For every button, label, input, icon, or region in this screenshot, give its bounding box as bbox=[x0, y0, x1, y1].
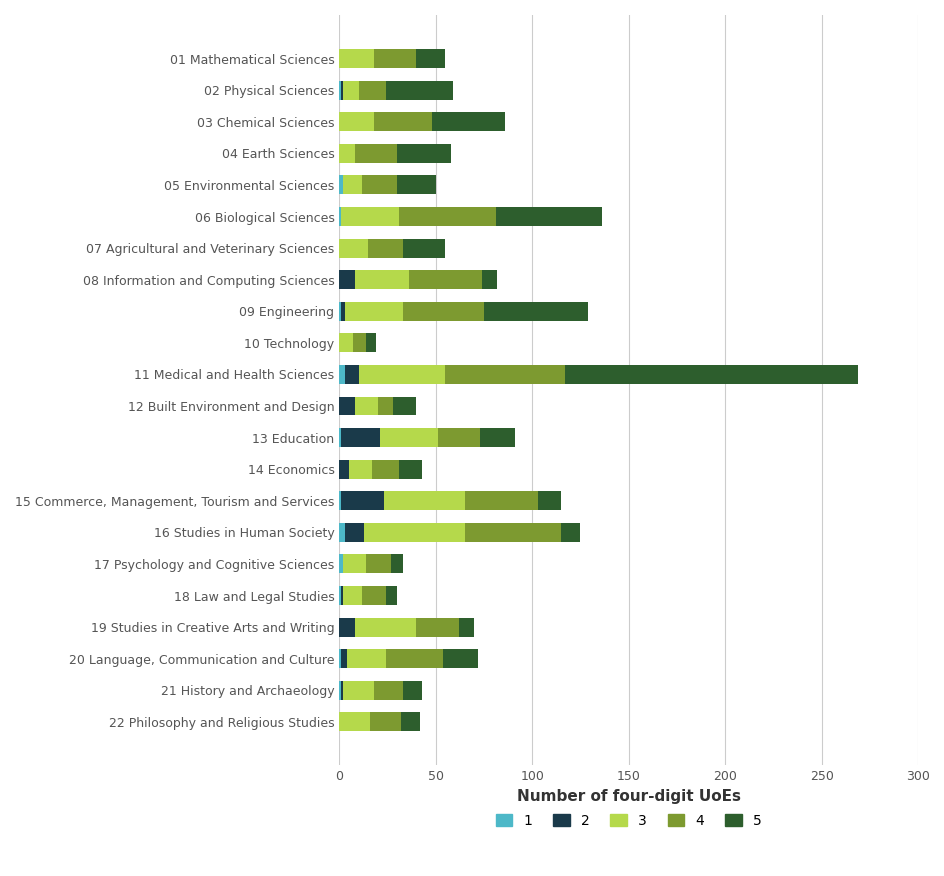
Bar bbox=[383, 491, 464, 510]
Bar bbox=[341, 81, 343, 100]
Bar bbox=[341, 649, 346, 668]
Bar bbox=[339, 586, 341, 605]
Bar bbox=[396, 175, 435, 194]
Bar bbox=[339, 270, 354, 289]
Bar bbox=[408, 270, 481, 289]
Bar bbox=[561, 523, 580, 542]
Bar bbox=[354, 397, 378, 415]
Bar bbox=[396, 144, 450, 163]
Bar bbox=[343, 81, 358, 100]
Bar bbox=[480, 428, 514, 447]
Bar bbox=[416, 49, 445, 68]
Bar bbox=[370, 712, 400, 731]
Bar bbox=[374, 681, 402, 700]
Bar bbox=[358, 81, 385, 100]
Bar bbox=[385, 649, 443, 668]
Bar bbox=[339, 681, 341, 700]
Bar bbox=[339, 49, 374, 68]
Bar bbox=[445, 365, 565, 384]
X-axis label: Number of four-digit UoEs: Number of four-digit UoEs bbox=[516, 789, 740, 804]
Bar bbox=[402, 302, 483, 321]
Bar bbox=[372, 460, 398, 478]
Bar bbox=[358, 365, 445, 384]
Bar bbox=[385, 81, 452, 100]
Bar bbox=[345, 302, 402, 321]
Bar bbox=[481, 270, 497, 289]
Bar bbox=[459, 618, 474, 637]
Bar bbox=[368, 238, 402, 258]
Bar bbox=[431, 112, 505, 131]
Bar bbox=[339, 207, 341, 226]
Bar bbox=[464, 491, 537, 510]
Bar bbox=[341, 428, 379, 447]
Bar bbox=[379, 428, 437, 447]
Bar bbox=[339, 397, 354, 415]
Bar bbox=[343, 175, 362, 194]
Bar bbox=[352, 334, 366, 352]
Bar bbox=[393, 397, 416, 415]
Bar bbox=[346, 649, 385, 668]
Bar bbox=[385, 586, 396, 605]
Bar bbox=[483, 302, 587, 321]
Bar bbox=[402, 681, 422, 700]
Bar bbox=[398, 460, 422, 478]
Bar bbox=[339, 365, 345, 384]
Bar bbox=[339, 334, 352, 352]
Bar bbox=[339, 523, 345, 542]
Bar bbox=[339, 175, 343, 194]
Bar bbox=[391, 555, 402, 574]
Bar bbox=[437, 428, 480, 447]
Bar bbox=[341, 302, 345, 321]
Bar bbox=[565, 365, 857, 384]
Bar bbox=[339, 428, 341, 447]
Bar bbox=[348, 460, 372, 478]
Bar bbox=[400, 712, 420, 731]
Bar bbox=[339, 618, 354, 637]
Bar bbox=[362, 175, 396, 194]
Bar bbox=[343, 681, 374, 700]
Bar bbox=[339, 112, 374, 131]
Bar bbox=[354, 618, 416, 637]
Bar bbox=[398, 207, 495, 226]
Bar bbox=[343, 555, 366, 574]
Bar bbox=[364, 523, 464, 542]
Bar bbox=[341, 586, 343, 605]
Bar bbox=[416, 618, 459, 637]
Bar bbox=[345, 365, 358, 384]
Bar bbox=[402, 238, 445, 258]
Bar bbox=[341, 491, 383, 510]
Bar bbox=[443, 649, 478, 668]
Bar bbox=[464, 523, 561, 542]
Bar bbox=[354, 144, 396, 163]
Bar bbox=[341, 681, 343, 700]
Bar bbox=[339, 460, 348, 478]
Bar bbox=[374, 49, 416, 68]
Legend: 1, 2, 3, 4, 5: 1, 2, 3, 4, 5 bbox=[490, 809, 767, 834]
Bar bbox=[366, 555, 391, 574]
Bar bbox=[366, 334, 376, 352]
Bar bbox=[343, 586, 362, 605]
Bar bbox=[339, 491, 341, 510]
Bar bbox=[345, 523, 364, 542]
Bar bbox=[495, 207, 601, 226]
Bar bbox=[374, 112, 431, 131]
Bar bbox=[362, 586, 385, 605]
Bar bbox=[378, 397, 393, 415]
Bar bbox=[354, 270, 408, 289]
Bar bbox=[339, 144, 354, 163]
Bar bbox=[339, 649, 341, 668]
Bar bbox=[339, 238, 368, 258]
Bar bbox=[537, 491, 561, 510]
Bar bbox=[339, 555, 343, 574]
Bar bbox=[339, 712, 370, 731]
Bar bbox=[339, 302, 341, 321]
Bar bbox=[339, 81, 341, 100]
Bar bbox=[341, 207, 398, 226]
